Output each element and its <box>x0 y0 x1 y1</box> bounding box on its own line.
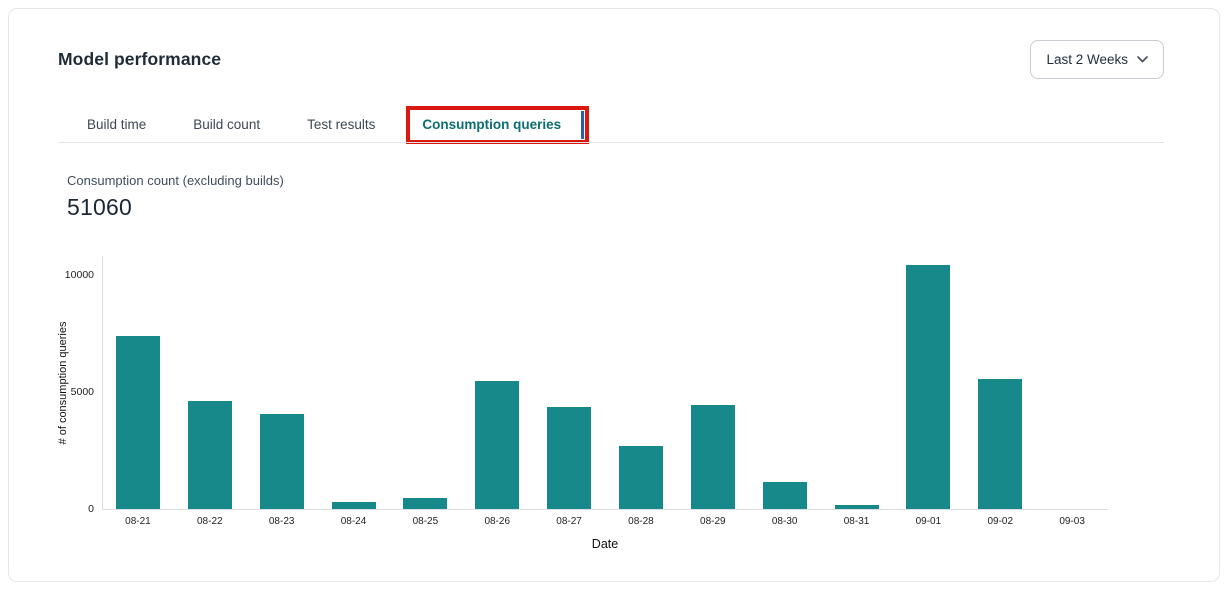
bar-slot <box>677 256 749 509</box>
x-tick-labels: 08-21 08-22 08-23 08-24 08-25 08-26 08-27 08-28… <box>102 516 1108 527</box>
bar-08-31[interactable] <box>834 505 879 509</box>
bar-08-23[interactable] <box>259 414 304 509</box>
metric-block: Consumption count (excluding builds) 510… <box>67 173 284 221</box>
bar-08-21[interactable] <box>115 336 160 509</box>
bar-slot <box>605 256 677 509</box>
blue-highlight-edge <box>581 110 585 139</box>
card-header: Model performance Last 2 Weeks <box>58 39 1164 79</box>
x-tick-label: 08-24 <box>340 516 367 527</box>
x-axis-line <box>102 509 1108 510</box>
x-tick-label: 09-03 <box>1059 516 1085 527</box>
x-tick-label: 08-21 <box>125 516 151 527</box>
metric-label: Consumption count (excluding builds) <box>67 173 284 188</box>
tab-bar: Build time Build count Test results Consump… <box>87 105 590 144</box>
metric-value: 51060 <box>67 194 132 220</box>
time-range-value: Last 2 Weeks <box>1046 51 1128 67</box>
tab-build-time[interactable]: Build time <box>87 117 146 132</box>
bars-area <box>102 256 1108 509</box>
bar-slot <box>102 256 174 509</box>
bar-08-30[interactable] <box>762 482 807 509</box>
x-tick-label: 08-25 <box>412 516 439 527</box>
bar-slot <box>892 256 964 509</box>
time-range-dropdown[interactable]: Last 2 Weeks <box>1030 39 1164 79</box>
bar-08-29[interactable] <box>690 405 735 509</box>
bar-slot <box>749 256 821 509</box>
bar-08-24[interactable] <box>331 502 376 509</box>
tab-consumption-queries[interactable]: Consumption queries <box>406 105 590 144</box>
x-tick-label: 08-28 <box>628 516 654 527</box>
bar-slot <box>246 256 318 509</box>
y-axis-label: # of consumption queries <box>57 321 69 445</box>
x-axis-label: Date <box>591 537 619 551</box>
model-performance-card: Model performance Last 2 Weeks Build tim… <box>8 8 1220 582</box>
bar-slot <box>533 256 605 509</box>
bar-slot <box>318 256 390 509</box>
bar-08-25[interactable] <box>403 498 448 509</box>
chevron-down-icon <box>1137 55 1148 63</box>
tab-label: Build time <box>87 116 147 132</box>
bar-08-27[interactable] <box>547 407 592 509</box>
bar-08-22[interactable] <box>187 401 232 509</box>
x-tick-label: 08-27 <box>556 516 582 527</box>
tab-test-results[interactable]: Test results <box>307 117 375 132</box>
bar-08-26[interactable] <box>475 381 520 509</box>
x-tick-label: 08-30 <box>771 516 798 527</box>
x-tick-label: 08-29 <box>700 516 726 527</box>
tab-label: Test results <box>307 116 376 132</box>
consumption-queries-chart: # of consumption queries 0 5000 10000 08-2… <box>9 256 1221 556</box>
page-title: Model performance <box>58 48 222 69</box>
tab-label: Build count <box>193 116 261 132</box>
bar-09-01[interactable] <box>906 265 951 509</box>
y-tick-label: 0 <box>88 503 94 515</box>
x-tick-label: 08-26 <box>484 516 511 527</box>
bar-slot <box>461 256 533 509</box>
tab-label: Consumption queries <box>422 116 562 132</box>
y-tick-label: 5000 <box>70 385 94 398</box>
tab-build-count[interactable]: Build count <box>193 117 260 132</box>
bar-slot <box>964 256 1036 509</box>
tab-divider <box>58 142 1164 143</box>
bar-slot <box>1036 256 1108 509</box>
x-tick-label: 08-23 <box>268 516 295 527</box>
x-tick-label: 08-31 <box>843 516 870 527</box>
bar-08-28[interactable] <box>618 446 663 509</box>
bar-slot <box>389 256 461 509</box>
bar-slot <box>174 256 246 509</box>
x-tick-label: 09-01 <box>915 516 942 527</box>
bar-09-02[interactable] <box>978 379 1023 509</box>
y-tick-label: 10000 <box>64 268 94 281</box>
x-tick-label: 09-02 <box>987 516 1014 527</box>
y-axis-line <box>102 256 103 509</box>
bar-slot <box>821 256 893 509</box>
x-tick-label: 08-22 <box>197 516 223 527</box>
